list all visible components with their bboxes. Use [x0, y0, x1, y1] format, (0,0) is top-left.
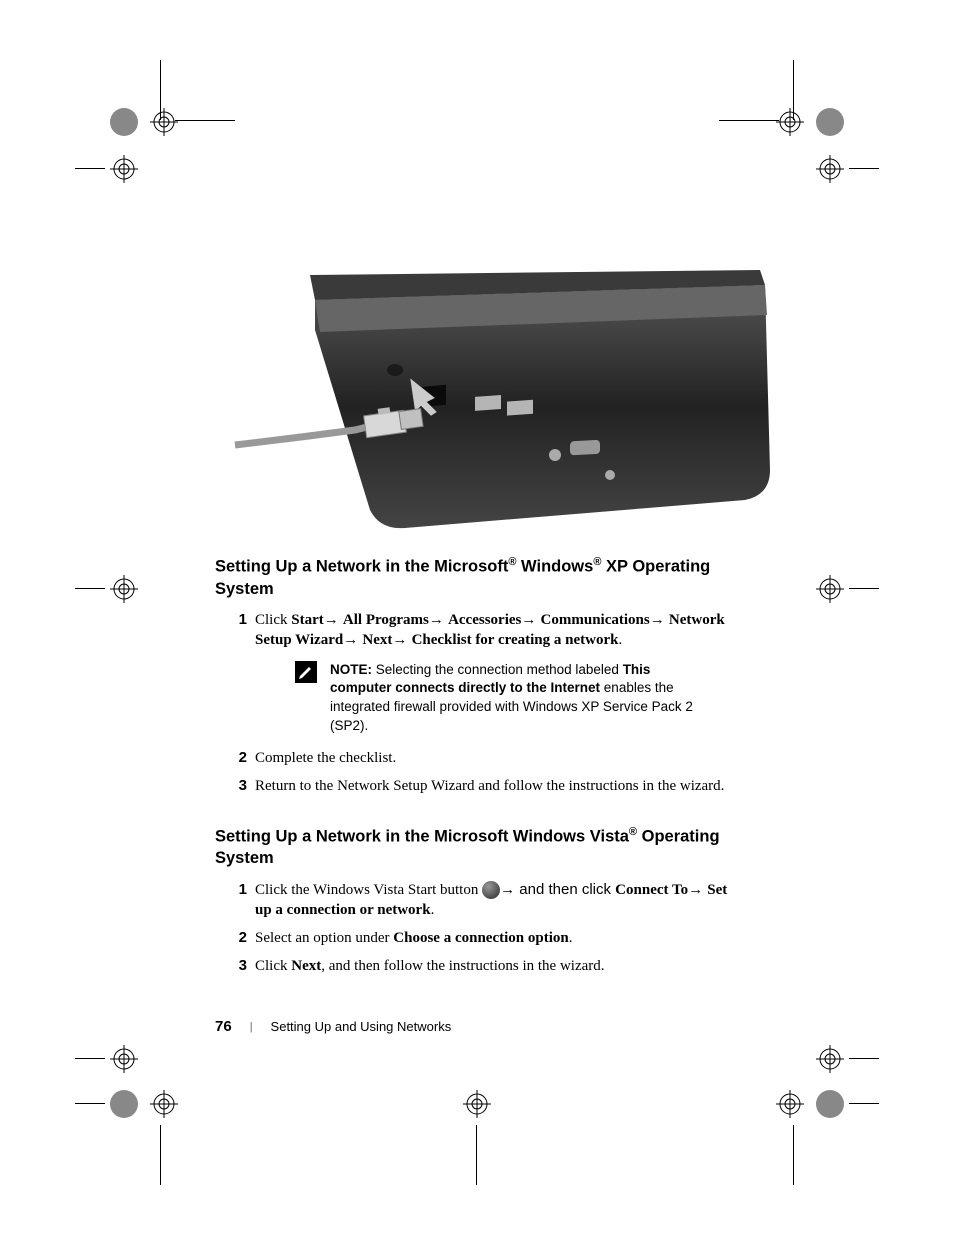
registration-mark-icon	[150, 108, 178, 136]
footer-separator: |	[250, 1021, 253, 1033]
heading-xp-network: Setting Up a Network in the Microsoft® W…	[215, 555, 745, 600]
step-item: 1 Click the Windows Vista Start button →…	[237, 880, 745, 921]
ui-path: Checklist for creating a network	[412, 632, 619, 648]
step-text: .	[618, 632, 622, 648]
note-icon	[295, 661, 317, 683]
page-number: 76	[215, 1018, 232, 1035]
step-item: 1 Click Start→ All Programs→ Accessories…	[237, 610, 745, 736]
arrow: → and then click	[500, 881, 615, 898]
ui-path: Next	[362, 632, 392, 648]
registration-mark-icon	[150, 1090, 178, 1118]
ui-path: Communications	[541, 612, 650, 628]
registration-mark-icon	[776, 108, 804, 136]
color-registration-dot	[816, 1090, 844, 1118]
color-registration-dot	[110, 1090, 138, 1118]
step-item: 3 Return to the Network Setup Wizard and…	[237, 776, 745, 796]
arrow: →	[429, 611, 448, 628]
arrow: →	[688, 881, 707, 898]
arrow: →	[324, 611, 343, 628]
registration-mark-icon	[110, 155, 138, 183]
note-block: NOTE: Selecting the connection method la…	[295, 661, 715, 737]
vista-steps-list: 1 Click the Windows Vista Start button →…	[237, 880, 745, 977]
registration-mark-icon	[776, 1090, 804, 1118]
note-label: NOTE:	[330, 662, 372, 677]
page-content: Setting Up a Network in the Microsoft ® W…	[215, 270, 745, 985]
heading-text: Setting Up a Network in the Microsoft Wi…	[215, 827, 629, 845]
step-text: Return to the Network Setup Wizard and f…	[255, 778, 724, 794]
note-text: Selecting the connection method labeled	[372, 662, 623, 677]
step-text: .	[431, 902, 435, 918]
step-item: 3 Click Next, and then follow the instru…	[237, 956, 745, 976]
arrow: →	[343, 631, 362, 648]
chapter-title: Setting Up and Using Networks	[271, 1019, 452, 1034]
ui-path: Next	[291, 958, 321, 974]
arrow: →	[392, 631, 411, 648]
step-text: Click the Windows Vista Start button	[255, 882, 482, 898]
ui-path: All Programs	[343, 612, 429, 628]
registration-mark-icon	[816, 1045, 844, 1073]
step-text: .	[569, 930, 573, 946]
color-registration-dot	[110, 108, 138, 136]
step-number: 3	[227, 956, 247, 976]
ui-path: Choose a connection option	[393, 930, 568, 946]
step-number: 2	[227, 928, 247, 948]
registration-mark-icon	[110, 1045, 138, 1073]
step-text: Complete the checklist.	[255, 750, 396, 766]
xp-steps-list: 1 Click Start→ All Programs→ Accessories…	[237, 610, 745, 797]
heading-text: Windows	[516, 558, 593, 576]
step-text: Click	[255, 612, 291, 628]
ui-path: Start	[291, 612, 324, 628]
step-item: 2 Select an option under Choose a connec…	[237, 928, 745, 948]
step-number: 3	[227, 776, 247, 796]
registered-symbol: ®	[629, 826, 637, 838]
step-text: , and then follow the instructions in th…	[321, 958, 604, 974]
ui-path: Accessories	[448, 612, 521, 628]
ui-path: Connect To	[615, 882, 688, 898]
step-item: 2 Complete the checklist.	[237, 748, 745, 768]
laptop-ethernet-illustration	[215, 270, 775, 530]
registration-mark-icon	[816, 575, 844, 603]
arrow: →	[650, 611, 669, 628]
heading-text: Setting Up a Network in the Microsoft	[215, 558, 508, 576]
registration-mark-icon	[463, 1090, 491, 1118]
heading-vista-network: Setting Up a Network in the Microsoft Wi…	[215, 825, 745, 870]
page-footer: 76 | Setting Up and Using Networks	[215, 1018, 451, 1035]
vista-start-button-icon	[482, 881, 500, 899]
step-number: 1	[227, 610, 247, 630]
step-number: 1	[227, 880, 247, 900]
step-text: Select an option under	[255, 930, 393, 946]
color-registration-dot	[816, 108, 844, 136]
step-number: 2	[227, 748, 247, 768]
registration-mark-icon	[110, 575, 138, 603]
registration-mark-icon	[816, 155, 844, 183]
step-text: Click	[255, 958, 291, 974]
arrow: →	[521, 611, 540, 628]
